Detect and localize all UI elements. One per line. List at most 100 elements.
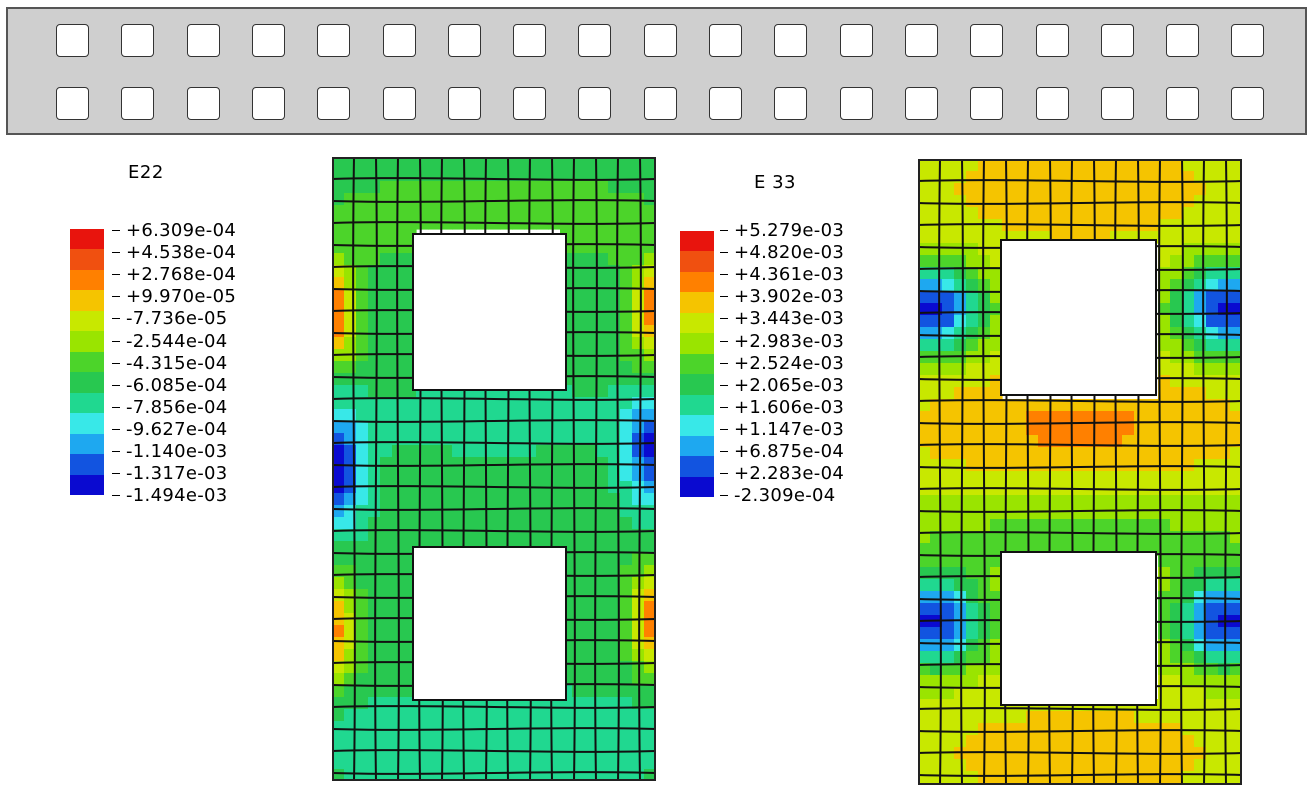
legend-label: -6.085e-04 bbox=[126, 374, 228, 396]
contour-cell bbox=[930, 195, 943, 208]
contour-cell bbox=[356, 661, 369, 674]
contour-cell bbox=[620, 493, 633, 506]
contour-cell bbox=[596, 277, 609, 290]
contour-cell bbox=[918, 195, 931, 208]
contour-cell bbox=[572, 229, 585, 242]
contour-cell bbox=[1206, 591, 1219, 604]
contour-cell bbox=[1086, 471, 1099, 484]
contour-cell bbox=[452, 421, 465, 434]
contour-cell bbox=[930, 735, 943, 748]
contour-cell bbox=[380, 553, 393, 566]
contour-cell bbox=[404, 421, 417, 434]
contour-cell bbox=[404, 193, 417, 206]
contour-cell bbox=[1206, 339, 1219, 352]
contour-cell bbox=[608, 553, 621, 566]
contour-cell bbox=[990, 735, 1003, 748]
contour-cell bbox=[644, 421, 656, 434]
contour-cell bbox=[1170, 291, 1183, 304]
contour-cell bbox=[1230, 711, 1242, 724]
contour-cell bbox=[990, 723, 1003, 736]
contour-cell bbox=[428, 457, 441, 470]
contour-cell bbox=[620, 445, 633, 458]
contour-cell bbox=[332, 313, 345, 326]
contour-cell bbox=[488, 157, 501, 170]
contour-cell bbox=[368, 757, 381, 770]
contour-cell bbox=[596, 505, 609, 518]
strip-hole bbox=[1100, 87, 1134, 120]
contour-cell bbox=[966, 711, 979, 724]
contour-cell bbox=[978, 267, 991, 280]
contour-cell bbox=[1170, 447, 1183, 460]
contour-cell bbox=[632, 577, 645, 590]
contour-cell bbox=[954, 183, 967, 196]
contour-cell bbox=[428, 433, 441, 446]
contour-cell bbox=[584, 181, 597, 194]
contour-cell bbox=[1218, 375, 1231, 388]
contour-cell bbox=[428, 397, 441, 410]
contour-cell bbox=[500, 469, 513, 482]
contour-cell bbox=[1158, 255, 1171, 268]
contour-cell bbox=[1050, 735, 1063, 748]
contour-cell bbox=[584, 697, 597, 710]
legend-tick bbox=[112, 362, 120, 364]
contour-cell bbox=[404, 445, 417, 458]
mesh-line bbox=[918, 399, 1242, 403]
contour-cell bbox=[930, 627, 943, 640]
contour-cell bbox=[416, 445, 429, 458]
contour-cell bbox=[966, 543, 979, 556]
contour-cell bbox=[332, 493, 345, 506]
contour-cell bbox=[368, 469, 381, 482]
contour-cell bbox=[1098, 507, 1111, 520]
contour-cell bbox=[1158, 447, 1171, 460]
contour-cell bbox=[380, 193, 393, 206]
contour-cell bbox=[1122, 435, 1135, 448]
contour-cell bbox=[1026, 411, 1039, 424]
contour-cell bbox=[918, 723, 931, 736]
contour-cell bbox=[1086, 411, 1099, 424]
contour-cell bbox=[1182, 507, 1195, 520]
contour-cell bbox=[488, 421, 501, 434]
contour-cell bbox=[488, 493, 501, 506]
mesh-line bbox=[918, 223, 1242, 227]
contour-cell bbox=[1230, 555, 1242, 568]
contour-cell bbox=[428, 757, 441, 770]
legend-label: +3.443e-03 bbox=[734, 308, 845, 330]
contour-cell bbox=[644, 229, 656, 242]
legend-label: +5.279e-03 bbox=[734, 220, 845, 241]
contour-cell bbox=[1026, 183, 1039, 196]
contour-cell bbox=[404, 205, 417, 218]
contour-cell bbox=[990, 399, 1003, 412]
contour-cell bbox=[1206, 435, 1219, 448]
contour-cell bbox=[990, 243, 1003, 256]
contour-cell bbox=[1206, 555, 1219, 568]
legend-swatch bbox=[680, 333, 714, 355]
contour-cell bbox=[954, 195, 967, 208]
contour-cell bbox=[356, 445, 369, 458]
contour-cell bbox=[1230, 579, 1242, 592]
contour-cell bbox=[1206, 579, 1219, 592]
contour-cell bbox=[572, 157, 585, 170]
contour-cell bbox=[368, 169, 381, 182]
contour-cell bbox=[584, 625, 597, 638]
contour-cell bbox=[584, 673, 597, 686]
contour-cell bbox=[1218, 471, 1231, 484]
contour-cell bbox=[966, 579, 979, 592]
contour-cell bbox=[1182, 279, 1195, 292]
contour-cell bbox=[356, 517, 369, 530]
contour-cell bbox=[966, 435, 979, 448]
contour-cell bbox=[344, 409, 357, 422]
contour-cell bbox=[1170, 711, 1183, 724]
contour-cell bbox=[416, 757, 429, 770]
contour-cell bbox=[930, 687, 943, 700]
contour-cell bbox=[560, 157, 573, 170]
contour-cell bbox=[930, 255, 943, 268]
contour-cell bbox=[644, 325, 656, 338]
contour-cell bbox=[392, 253, 405, 266]
contour-cell bbox=[536, 169, 549, 182]
strip-hole bbox=[578, 87, 612, 120]
contour-cell bbox=[584, 277, 597, 290]
contour-cell bbox=[1218, 315, 1231, 328]
strip-hole bbox=[56, 24, 89, 57]
contour-cell bbox=[1074, 519, 1087, 532]
contour-cell bbox=[476, 181, 489, 194]
